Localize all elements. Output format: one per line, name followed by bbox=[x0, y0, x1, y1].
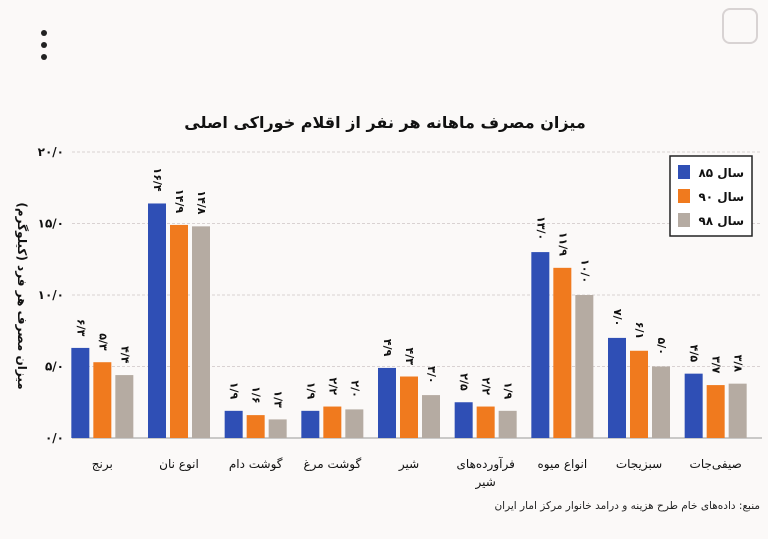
data-label: ۵/۰ bbox=[655, 338, 668, 355]
bar bbox=[553, 267, 572, 438]
legend-label: سال ۹۰ bbox=[698, 190, 744, 204]
bar bbox=[531, 252, 550, 438]
y-tick-label: ۲۰/۰ bbox=[38, 145, 64, 159]
data-label: ۱۳/۰ bbox=[534, 216, 547, 240]
legend-label: سال ۹۸ bbox=[698, 214, 744, 228]
data-label: ۱۴/۹ bbox=[173, 189, 186, 213]
bar bbox=[192, 226, 210, 438]
bar bbox=[115, 375, 134, 438]
bar bbox=[630, 350, 648, 438]
bar bbox=[400, 376, 418, 438]
bar bbox=[422, 395, 440, 438]
bar bbox=[454, 402, 473, 438]
chart-title: میزان مصرف ماهانه هر نفر از اقلام خوراکی… bbox=[184, 113, 586, 132]
x-tick-label: انواع میوه bbox=[537, 457, 587, 472]
app-logo-icon bbox=[722, 8, 758, 44]
bar bbox=[93, 362, 112, 438]
more-options-icon[interactable] bbox=[38, 30, 52, 64]
bar bbox=[268, 419, 287, 438]
data-label: ۷/۰ bbox=[611, 309, 624, 326]
bar bbox=[378, 367, 396, 438]
legend-swatch bbox=[678, 189, 690, 203]
y-tick-label: ۱۰/۰ bbox=[38, 288, 64, 302]
data-label: ۱۶/۴ bbox=[151, 167, 164, 191]
data-label: ۳/۷ bbox=[710, 356, 723, 374]
data-label: ۱۰/۰ bbox=[578, 259, 591, 283]
data-label: ۱/۳ bbox=[272, 390, 285, 408]
x-tick-label: انوع نان bbox=[159, 457, 199, 472]
y-axis-label: میزان مصرف هر فرد (کیلوگرم) bbox=[14, 202, 29, 389]
data-label: ۳/۸ bbox=[732, 355, 745, 373]
bar bbox=[498, 410, 517, 438]
bar bbox=[608, 337, 626, 438]
data-label: ۳/۰ bbox=[425, 366, 438, 383]
bar bbox=[301, 410, 320, 438]
bar bbox=[224, 410, 243, 438]
x-tick-label: صیفی‌جات bbox=[690, 457, 742, 471]
x-tick-label: شیر bbox=[398, 457, 419, 472]
chart-legend: سال ۸۵ سال ۹۰ سال ۹۸ bbox=[669, 155, 753, 237]
y-tick-label: ۰/۰ bbox=[45, 431, 64, 445]
bar bbox=[71, 347, 90, 438]
data-label: ۲/۰ bbox=[348, 380, 361, 397]
source-note: منبع: داده‌های خام طرح هزینه و درامد خان… bbox=[494, 500, 760, 512]
bar bbox=[728, 383, 747, 438]
bar bbox=[170, 224, 188, 438]
bar bbox=[345, 409, 364, 438]
data-label: ۴/۳ bbox=[403, 348, 416, 366]
y-tick-label: ۵/۰ bbox=[45, 360, 64, 374]
data-label: ۴/۹ bbox=[381, 339, 394, 357]
legend-label: سال ۸۵ bbox=[698, 166, 744, 180]
data-label: ۴/۴ bbox=[118, 346, 131, 364]
x-tick-label: شیر bbox=[475, 475, 496, 490]
data-label: ۲/۵ bbox=[458, 373, 471, 391]
x-tick-label: فرآورده‌های bbox=[457, 456, 515, 472]
data-label: ۱/۹ bbox=[502, 382, 515, 400]
bar bbox=[476, 406, 495, 438]
data-label: ۱۴/۸ bbox=[195, 190, 208, 214]
bar bbox=[652, 366, 670, 438]
bar bbox=[706, 385, 725, 438]
data-label: ۶/۱ bbox=[633, 322, 646, 339]
data-label: ۱۱/۹ bbox=[556, 232, 569, 256]
data-label: ۲/۲ bbox=[326, 378, 339, 396]
data-label: ۱/۹ bbox=[304, 382, 317, 400]
bar bbox=[323, 406, 342, 438]
data-label: ۴/۵ bbox=[688, 345, 701, 363]
legend-swatch bbox=[678, 165, 690, 179]
legend-swatch bbox=[678, 213, 690, 227]
x-tick-label: گوشت مرغ bbox=[303, 457, 361, 472]
data-label: ۱/۶ bbox=[250, 386, 263, 403]
bar bbox=[148, 203, 166, 438]
x-tick-label: گوشت دام bbox=[229, 457, 283, 472]
bar bbox=[684, 373, 703, 438]
y-tick-label: ۱۵/۰ bbox=[38, 217, 64, 231]
x-tick-label: سبزیجات bbox=[616, 457, 662, 472]
bar bbox=[246, 415, 265, 438]
x-tick-label: برنج bbox=[92, 457, 113, 472]
bar bbox=[575, 295, 594, 438]
data-label: ۶/۳ bbox=[74, 319, 87, 337]
data-label: ۱/۹ bbox=[228, 382, 241, 400]
data-label: ۲/۲ bbox=[480, 378, 493, 396]
data-label: ۵/۳ bbox=[96, 333, 109, 351]
